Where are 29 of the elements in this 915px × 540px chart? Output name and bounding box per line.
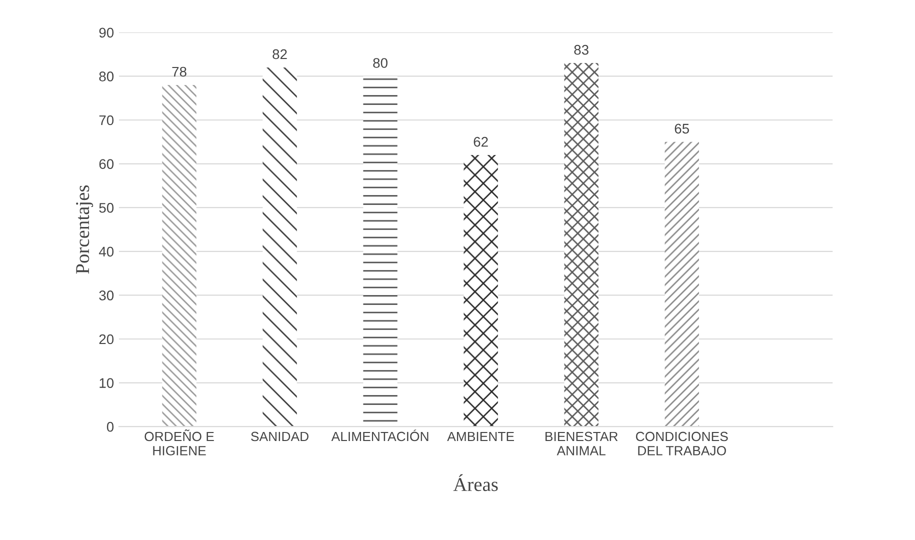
y-tick-label: 70 xyxy=(99,115,114,126)
data-label: 65 xyxy=(674,124,690,134)
x-axis-title: Áreas xyxy=(453,474,498,492)
x-tick-label: ORDEÑO E HIGIENE xyxy=(144,429,214,456)
y-tick-label: 20 xyxy=(99,334,114,344)
y-tick-label: 60 xyxy=(99,159,114,169)
data-label: 78 xyxy=(172,66,186,77)
data-label: 83 xyxy=(574,44,588,55)
y-tick-label: 80 xyxy=(99,72,114,82)
bar xyxy=(564,63,598,427)
x-tick-label: ALIMENTACIÓN xyxy=(331,430,428,442)
y-axis-title: Porcentajes xyxy=(76,185,94,274)
x-tick-label: SANIDAD xyxy=(251,432,308,442)
y-tick-label: 30 xyxy=(99,290,114,300)
x-tick-label: CONDICIONES DEL TRABAJO xyxy=(636,432,728,456)
y-tick-label: 0 xyxy=(106,422,114,432)
x-tick-label: AMBIENTE xyxy=(447,432,514,442)
data-label: 62 xyxy=(474,136,488,147)
bar xyxy=(262,67,297,427)
data-label: 82 xyxy=(272,49,287,60)
bar xyxy=(162,84,196,427)
bar xyxy=(464,155,498,427)
y-tick-label: 90 xyxy=(99,28,114,38)
y-tick-label: 10 xyxy=(100,378,114,388)
y-tick-label: 50 xyxy=(99,202,114,213)
y-tick-label: 40 xyxy=(98,246,114,257)
x-tick-label: BIENESTAR ANIMAL xyxy=(546,432,618,456)
bar xyxy=(664,142,699,427)
data-label: 80 xyxy=(373,58,388,68)
